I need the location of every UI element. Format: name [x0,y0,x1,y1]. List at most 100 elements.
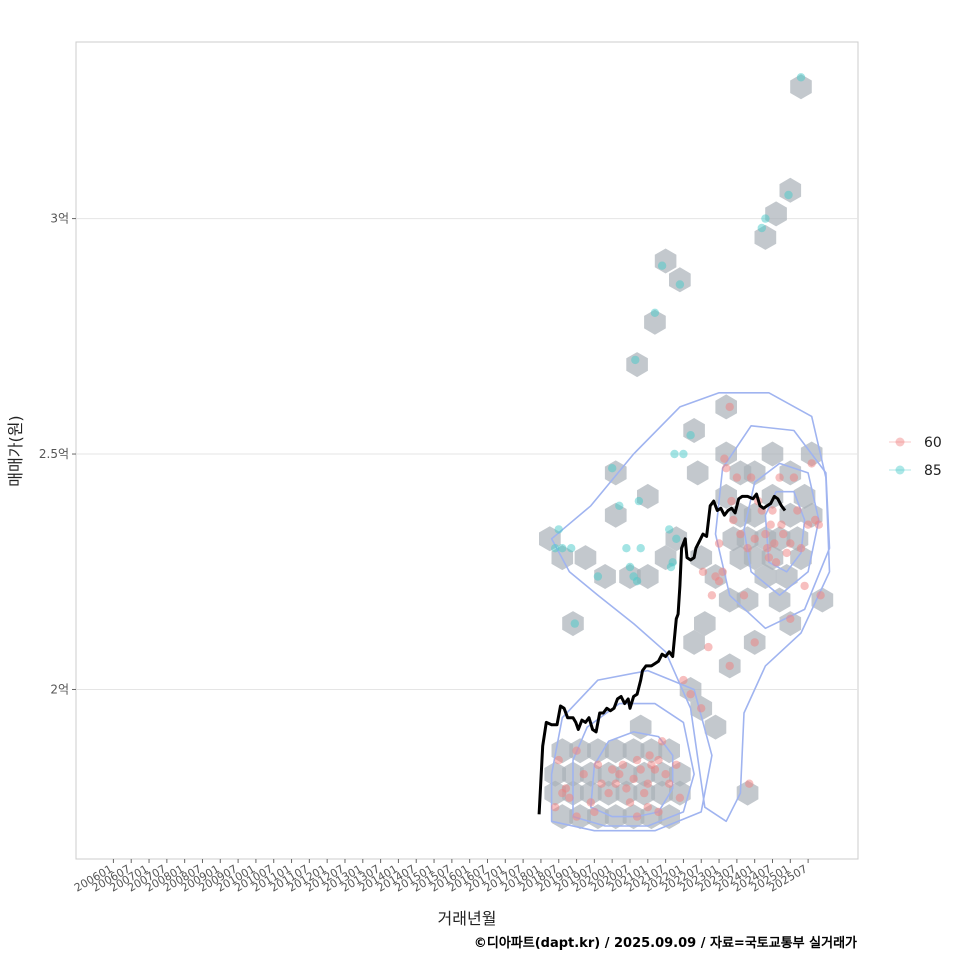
point-60 [697,704,706,713]
point-60 [739,591,749,600]
point-60 [803,520,813,529]
point-85 [631,355,640,365]
hexbin [587,738,609,764]
y-tick-label: 2억 [50,682,69,696]
point-60 [750,638,759,647]
hexbin [765,201,787,227]
legend: 60 85 [889,435,942,479]
point-60 [622,784,631,793]
point-60 [800,581,809,591]
hexbin [594,564,616,589]
point-85 [784,190,793,200]
hexbin [790,74,812,100]
point-60 [608,765,617,774]
hexbin [574,545,597,571]
point-60 [720,454,729,463]
hexbin [768,587,791,613]
point-85 [757,223,766,233]
point-60 [654,807,663,817]
y-axis-title: 매매가(원) [6,415,25,486]
y-tick-label: 2.5억 [39,447,69,461]
point-85 [686,431,695,440]
point-60 [679,675,688,685]
point-60 [593,760,603,769]
point-60 [718,567,727,576]
point-85 [672,534,681,543]
point-60 [727,496,736,506]
point-60 [768,506,777,515]
point-60 [551,803,560,812]
legend-marker-60 [895,437,905,447]
point-60 [714,577,724,586]
point-85 [558,544,567,553]
hexbin [754,564,777,589]
point-60 [572,746,581,755]
point-60 [657,737,667,746]
point-60 [786,614,795,623]
point-60 [814,520,823,529]
point-60 [750,534,759,543]
point-85 [657,261,667,270]
hexbin [718,587,741,613]
point-60 [640,788,649,798]
point-60 [771,558,781,567]
point-60 [665,779,674,788]
trend-layer [537,492,787,815]
point-60 [745,779,754,788]
point-60 [629,774,638,784]
point-60 [796,544,806,553]
point-60 [777,520,786,529]
hexbin [544,761,566,787]
point-60 [725,402,734,412]
point-60 [632,755,642,765]
hexbin [736,780,759,806]
point-60 [793,506,802,515]
point-60 [736,529,745,539]
point-85 [593,572,603,581]
point-85 [615,501,624,510]
point-85 [632,577,642,586]
hexbin [604,738,627,764]
point-60 [590,807,599,817]
point-85 [570,619,579,628]
hexbin [779,611,802,637]
hexbin [761,441,784,467]
point-85 [551,544,560,553]
point-60 [779,529,788,539]
point-60 [643,803,652,812]
point-60 [746,473,756,482]
hexbin [629,714,652,740]
hexbin [694,611,716,637]
point-85 [608,464,617,473]
density-contours [550,392,831,832]
point-85 [625,562,635,572]
hexbin [793,483,816,509]
point-60 [561,784,571,793]
point-85 [796,73,806,82]
point-60 [789,473,799,482]
point-60 [714,539,724,548]
point-60 [743,544,752,553]
point-60 [675,793,685,802]
point-60 [615,770,624,779]
point-60 [618,760,628,769]
point-60 [725,661,734,671]
point-85 [668,558,677,567]
plot-panel [75,41,859,860]
point-60 [764,553,774,562]
point-85 [567,544,576,553]
point-60 [782,548,791,558]
legend-label-85: 85 [924,463,942,479]
point-60 [786,539,795,548]
y-tick-label: 3억 [50,212,69,226]
point-60 [698,567,708,576]
point-60 [707,591,717,600]
hexbin [775,564,798,589]
point-60 [761,529,770,539]
source-caption: ©디아파트(dapt.kr) / 2025.09.09 / 자료=국토교통부 실… [474,935,857,951]
hexbin [544,780,566,806]
point-85 [665,525,674,534]
point-60 [572,812,581,821]
point-60 [763,544,772,553]
